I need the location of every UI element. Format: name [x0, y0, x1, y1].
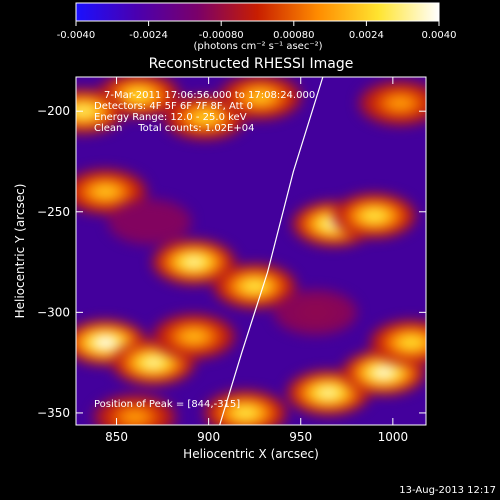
- x-tick-label: 900: [197, 430, 220, 444]
- heatmap-blob: [369, 319, 426, 366]
- heatmap-blob: [358, 80, 426, 126]
- heatmap-blob-level: [183, 330, 205, 343]
- y-tick-label: −350: [37, 406, 70, 420]
- heatmap-blob: [212, 263, 297, 309]
- heatmap-blob-level: [389, 97, 411, 109]
- heatmap-blob-level: [400, 336, 422, 349]
- y-tick-label: −300: [37, 305, 70, 319]
- annotation-energy: Energy Range: 12.0 - 25.0 keV: [94, 112, 247, 123]
- chart-title: Reconstructed RHESSI Image: [149, 56, 354, 72]
- y-tick-label: −200: [37, 104, 70, 118]
- heatmap-blob: [93, 394, 177, 425]
- heatmap-blob-level: [124, 411, 146, 423]
- colorbar-gradient: [76, 3, 439, 21]
- heatmap-blob: [152, 239, 236, 285]
- heatmap-blob-level: [363, 210, 385, 222]
- x-axis-ticks: 850 900 950 1000: [105, 77, 408, 444]
- heatmap-blob: [286, 370, 371, 416]
- heatmap-blob: [273, 289, 358, 335]
- colorbar-tick-label: 0.0024: [349, 30, 384, 41]
- y-tick-label: −250: [37, 205, 70, 219]
- heatmap-blob: [152, 313, 236, 360]
- y-axis-label: Heliocentric Y (arcsec): [13, 184, 27, 319]
- heatmap-blob-level: [76, 105, 94, 117]
- annotation-detectors: Detectors: 4F 5F 6F 7F 8F, Att 0: [94, 101, 253, 112]
- heatmap-blob-level: [317, 387, 339, 399]
- colorbar-tick-label: -0.00080: [199, 30, 244, 41]
- y-axis-ticks: −350 −300 −250 −200: [37, 104, 426, 420]
- heatmap-blob-level: [234, 407, 257, 419]
- heatmap-blob-level: [304, 306, 327, 319]
- heatmap-blob-level: [249, 91, 271, 103]
- heatmap-blob: [218, 77, 302, 120]
- colorbar-tick-label: 0.00080: [273, 30, 314, 41]
- annotation-peak: Position of Peak = [844,-315]: [94, 399, 240, 410]
- colorbar-tick-label: -0.0024: [129, 30, 168, 41]
- x-tick-label: 1000: [378, 430, 409, 444]
- x-axis-label: Heliocentric X (arcsec): [183, 447, 319, 461]
- x-tick-label: 850: [105, 430, 128, 444]
- colorbar-ticks: -0.0040 -0.0024 -0.00080 0.00080 0.0024 0.004…: [57, 21, 457, 41]
- footer-date: 13-Aug-2013 12:17: [399, 485, 496, 496]
- annotation-clean: Clean Total counts: 1.02E+04: [94, 123, 254, 134]
- heatmap-blob-level: [183, 256, 205, 268]
- colorbar-tick-label: 0.0040: [422, 30, 457, 41]
- heatmap-blob-level: [128, 89, 150, 101]
- solar-limb-line: [219, 77, 324, 425]
- heatmap-blob: [107, 199, 192, 245]
- plot-area: [76, 77, 426, 425]
- plot-frame: [75, 76, 427, 426]
- heatmap-blob-level: [194, 111, 216, 123]
- heatmap-blob-level: [373, 366, 395, 379]
- heatmap-blob-level: [244, 280, 266, 292]
- colorbar-frame: [75, 2, 440, 22]
- colorbar-label: (photons cm⁻² s⁻¹ asec⁻²): [193, 41, 322, 52]
- annotation-time: 7-Mar-2011 17:06:56.000 to 17:08:24.000: [104, 90, 315, 101]
- heatmap-blob: [332, 193, 417, 239]
- heatmap-blob-level: [94, 336, 117, 349]
- heatmap-blob: [203, 390, 288, 425]
- heatmap-image: [76, 77, 426, 425]
- heatmap-blob-level: [139, 216, 161, 228]
- heatmap-blob-level: [142, 356, 164, 369]
- heatmap-blob: [76, 88, 126, 134]
- heatmap-blob-level: [94, 185, 117, 198]
- colorbar: -0.0040 -0.0024 -0.00080 0.00080 0.0024 0.004…: [57, 2, 457, 52]
- colorbar-tick-label: -0.0040: [57, 30, 96, 41]
- x-tick-label: 950: [289, 430, 312, 444]
